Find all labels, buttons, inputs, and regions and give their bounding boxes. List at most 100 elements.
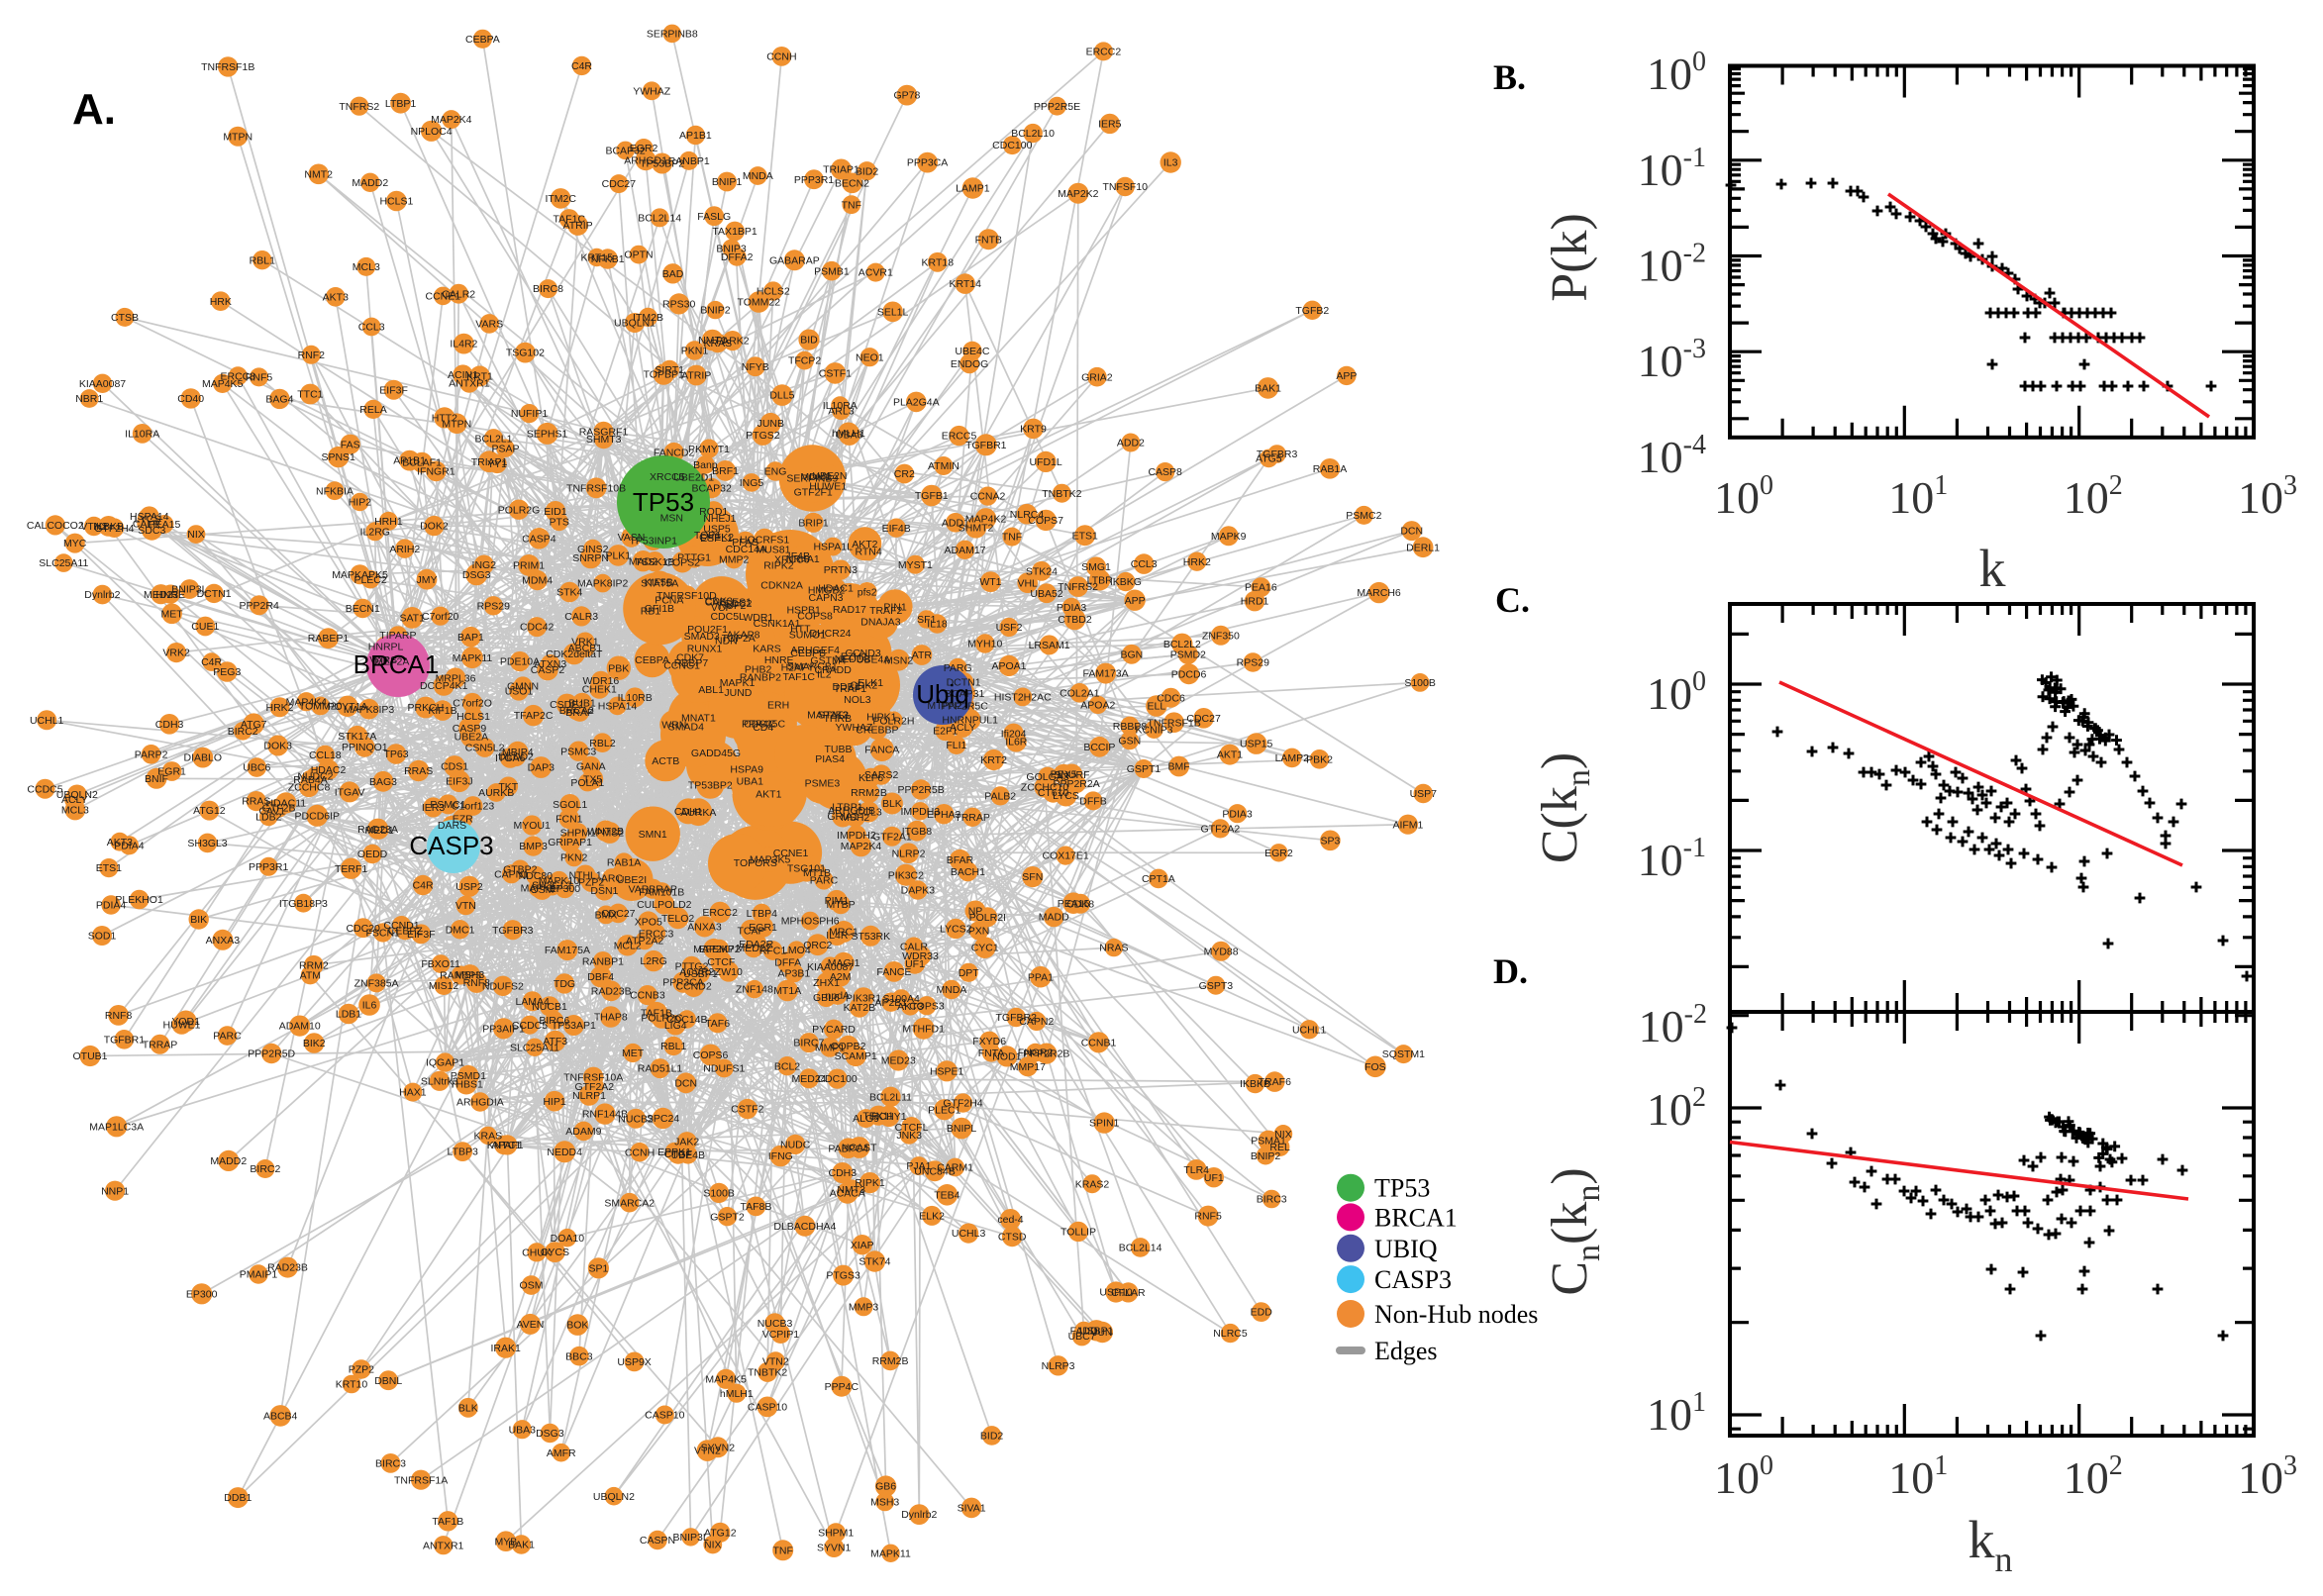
svg-text:TAX1BP1: TAX1BP1	[712, 226, 757, 238]
svg-text:C4R: C4R	[201, 656, 222, 668]
svg-text:LDB2: LDB2	[255, 812, 281, 824]
svg-text:RAD51L1: RAD51L1	[638, 1063, 683, 1075]
svg-text:UFD1L: UFD1L	[1029, 456, 1061, 468]
svg-text:MTPN: MTPN	[223, 131, 252, 143]
svg-text:RANBP1: RANBP1	[582, 956, 624, 968]
svg-text:TAF8B: TAF8B	[740, 1201, 771, 1213]
svg-text:XPO5: XPO5	[635, 917, 662, 929]
svg-text:MNDA: MNDA	[936, 984, 966, 996]
svg-text:TCAP: TCAP	[737, 925, 764, 937]
svg-text:IER5: IER5	[1098, 119, 1122, 131]
svg-text:TRAF6: TRAF6	[1259, 1076, 1291, 1088]
svg-text:pfs2: pfs2	[858, 587, 877, 599]
svg-text:BMX: BMX	[595, 910, 618, 922]
svg-text:GRIA2: GRIA2	[1081, 371, 1113, 383]
svg-text:ITGB18P3: ITGB18P3	[279, 898, 328, 910]
svg-text:MADD2: MADD2	[352, 177, 388, 189]
svg-text:STK24: STK24	[1026, 565, 1058, 577]
svg-text:SIRT1: SIRT1	[655, 364, 684, 376]
svg-text:MCL3: MCL3	[61, 805, 89, 817]
svg-text:GTF2A2: GTF2A2	[1201, 824, 1241, 836]
svg-text:BIRC2: BIRC2	[250, 1163, 280, 1175]
svg-text:PSMA1: PSMA1	[1251, 1136, 1286, 1147]
svg-text:SHMT3: SHMT3	[586, 434, 622, 446]
svg-text:JAK2: JAK2	[674, 1137, 699, 1148]
svg-text:UNC84B: UNC84B	[914, 1165, 955, 1177]
svg-text:IQGAP1: IQGAP1	[426, 1057, 464, 1069]
svg-text:MYH10: MYH10	[967, 639, 1002, 650]
svg-text:PSME3: PSME3	[805, 777, 841, 789]
svg-text:KRT1: KRT1	[466, 371, 493, 383]
svg-text:MT1A: MT1A	[773, 985, 801, 997]
svg-text:UCHL3: UCHL3	[952, 1228, 986, 1240]
svg-text:LTBP4: LTBP4	[747, 908, 777, 920]
svg-text:C(kn): C(kn)	[1532, 752, 1597, 863]
svg-text:NIX: NIX	[704, 1540, 722, 1551]
svg-text:RAB1A: RAB1A	[607, 857, 641, 869]
svg-text:GADD45G: GADD45G	[691, 748, 741, 759]
svg-text:APP: APP	[1336, 370, 1357, 382]
svg-text:UBE4C: UBE4C	[955, 346, 989, 357]
svg-text:TNF: TNF	[1002, 532, 1022, 544]
svg-text:EP300: EP300	[186, 1288, 218, 1300]
svg-text:USP7: USP7	[1410, 788, 1438, 800]
svg-text:EIF4B: EIF4B	[882, 523, 911, 535]
svg-text:MAPK1: MAPK1	[720, 677, 756, 689]
svg-text:ETS1: ETS1	[1072, 530, 1098, 542]
svg-text:IL10RA: IL10RA	[823, 400, 858, 412]
svg-text:TNBTK2: TNBTK2	[748, 1367, 787, 1379]
svg-text:ERCC3: ERCC3	[221, 371, 256, 383]
svg-text:BRAP: BRAP	[565, 707, 594, 719]
svg-text:DFFB: DFFB	[1079, 796, 1106, 808]
svg-text:COPS6: COPS6	[693, 1049, 729, 1061]
svg-text:FAM173A: FAM173A	[1083, 668, 1129, 680]
svg-text:HRK2: HRK2	[1183, 556, 1211, 568]
svg-text:LRSAM1: LRSAM1	[1029, 640, 1070, 651]
svg-text:ELK1: ELK1	[858, 677, 883, 689]
svg-text:DSG3: DSG3	[462, 569, 491, 581]
svg-text:ZNF385A: ZNF385A	[354, 978, 399, 990]
svg-text:BGN: BGN	[1121, 648, 1144, 660]
svg-text:NEO1: NEO1	[856, 351, 884, 363]
svg-text:KARS: KARS	[753, 643, 781, 654]
svg-text:EIF3J: EIF3J	[446, 776, 472, 788]
svg-text:RAD23A: RAD23A	[357, 824, 398, 836]
svg-text:NDUFS2: NDUFS2	[482, 980, 524, 992]
svg-text:COPS7: COPS7	[1028, 515, 1063, 527]
svg-text:KRT9: KRT9	[1020, 424, 1047, 436]
svg-text:MYC: MYC	[63, 538, 87, 549]
svg-text:PDIA4: PDIA4	[96, 900, 127, 912]
svg-text:TGFB2: TGFB2	[1295, 305, 1329, 317]
svg-text:BCLAF1: BCLAF1	[402, 457, 442, 469]
svg-text:HIP1: HIP1	[543, 1096, 566, 1108]
svg-text:NFYB: NFYB	[742, 361, 769, 373]
svg-text:FANCE: FANCE	[876, 966, 911, 978]
svg-text:KAT2B: KAT2B	[844, 1002, 875, 1014]
svg-text:CASP10: CASP10	[748, 1402, 787, 1414]
svg-text:PSMD2: PSMD2	[1170, 649, 1206, 661]
svg-text:ATRIP: ATRIP	[681, 370, 711, 382]
svg-text:ANTXR1: ANTXR1	[423, 1540, 464, 1551]
svg-text:TRRAP: TRRAP	[143, 1039, 178, 1050]
svg-text:NIX: NIX	[187, 529, 205, 541]
svg-text:MRC1: MRC1	[829, 927, 858, 939]
svg-text:ATG12: ATG12	[704, 1527, 737, 1539]
svg-text:AP3B1: AP3B1	[778, 967, 811, 979]
svg-text:CR2: CR2	[894, 468, 915, 480]
svg-text:UCHL1: UCHL1	[30, 715, 64, 727]
svg-text:TNFRSF10B: TNFRSF10B	[566, 482, 626, 494]
svg-text:BIK2: BIK2	[303, 1038, 326, 1049]
svg-text:PDCD6IP: PDCD6IP	[295, 810, 341, 822]
svg-text:MCL2: MCL2	[614, 940, 642, 951]
svg-text:TNFRS2: TNFRS2	[1058, 581, 1098, 593]
svg-text:FCN1: FCN1	[556, 813, 583, 825]
svg-text:AMFR: AMFR	[547, 1447, 576, 1459]
svg-text:NUDC: NUDC	[780, 1140, 811, 1151]
svg-text:IL10RA: IL10RA	[125, 429, 159, 441]
svg-text:CCNH: CCNH	[625, 1147, 655, 1158]
svg-text:ZNF148: ZNF148	[736, 984, 773, 996]
svg-text:TNF: TNF	[772, 1545, 792, 1556]
svg-text:BNIP2: BNIP2	[1251, 1150, 1281, 1162]
svg-text:HIST2H2AC: HIST2H2AC	[994, 692, 1052, 704]
svg-text:Ubiq: Ubiq	[916, 679, 968, 709]
